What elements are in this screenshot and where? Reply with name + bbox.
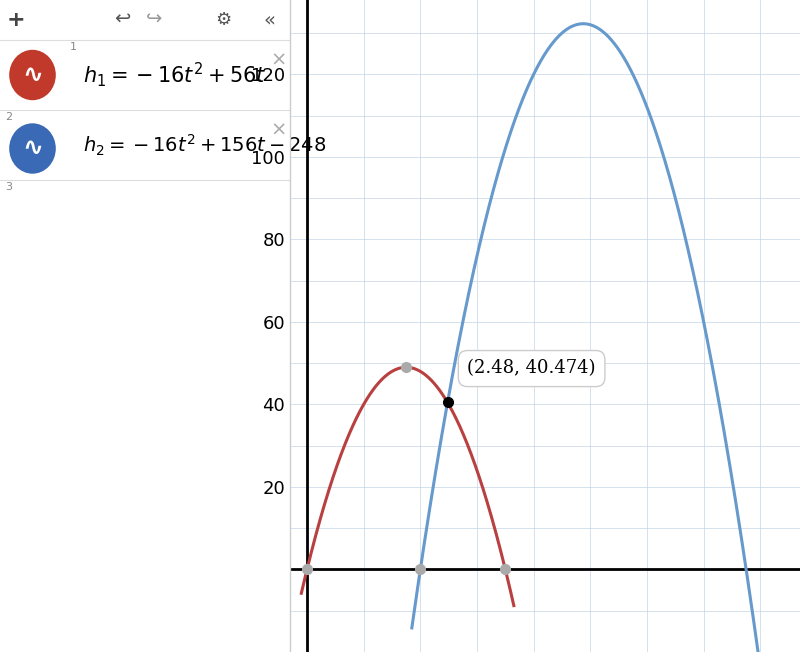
Text: ↪: ↪ xyxy=(146,8,162,27)
Text: +: + xyxy=(6,10,26,30)
Circle shape xyxy=(8,48,58,102)
Text: «: « xyxy=(264,10,276,29)
Circle shape xyxy=(8,122,58,175)
Text: 3: 3 xyxy=(6,182,12,192)
Text: 1: 1 xyxy=(70,42,77,52)
Text: ∿: ∿ xyxy=(22,63,43,87)
Text: ×: × xyxy=(270,121,287,140)
Text: ↩: ↩ xyxy=(114,8,130,27)
Text: 2: 2 xyxy=(6,112,12,122)
Text: $h_1 = -16t^2 + 56t$: $h_1 = -16t^2 + 56t$ xyxy=(83,61,266,89)
Text: (2.48, 40.474): (2.48, 40.474) xyxy=(467,359,596,378)
Text: $h_2 = -16t^2 + 156t - 248$: $h_2 = -16t^2 + 156t - 248$ xyxy=(83,132,326,158)
Text: ∿: ∿ xyxy=(22,136,43,160)
Text: ⚙: ⚙ xyxy=(215,11,231,29)
Text: ×: × xyxy=(270,50,287,70)
